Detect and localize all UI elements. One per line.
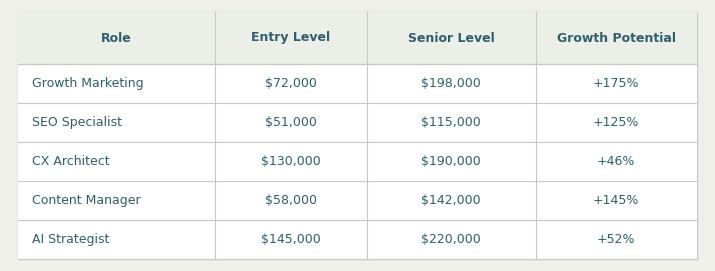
Text: $198,000: $198,000 xyxy=(421,77,481,90)
Text: +175%: +175% xyxy=(593,77,639,90)
Bar xyxy=(18,12,697,64)
Bar xyxy=(18,103,697,142)
Text: $72,000: $72,000 xyxy=(265,77,317,90)
Text: Growth Marketing: Growth Marketing xyxy=(32,77,144,90)
Text: $220,000: $220,000 xyxy=(421,233,481,246)
Bar xyxy=(18,220,697,259)
Text: Entry Level: Entry Level xyxy=(251,31,330,44)
Text: Content Manager: Content Manager xyxy=(32,194,141,207)
Text: $142,000: $142,000 xyxy=(421,194,481,207)
Text: AI Strategist: AI Strategist xyxy=(32,233,109,246)
Bar xyxy=(18,181,697,220)
Text: Role: Role xyxy=(101,31,132,44)
Text: Senior Level: Senior Level xyxy=(408,31,494,44)
Text: +125%: +125% xyxy=(593,116,639,129)
Text: SEO Specialist: SEO Specialist xyxy=(32,116,122,129)
Text: CX Architect: CX Architect xyxy=(32,155,109,168)
Bar xyxy=(18,142,697,181)
Text: $130,000: $130,000 xyxy=(261,155,320,168)
Bar xyxy=(18,64,697,103)
Text: $51,000: $51,000 xyxy=(265,116,317,129)
Text: $115,000: $115,000 xyxy=(421,116,481,129)
Text: +145%: +145% xyxy=(593,194,639,207)
Text: $58,000: $58,000 xyxy=(265,194,317,207)
Text: Growth Potential: Growth Potential xyxy=(557,31,676,44)
Text: +52%: +52% xyxy=(597,233,636,246)
Text: $190,000: $190,000 xyxy=(421,155,481,168)
Text: $145,000: $145,000 xyxy=(261,233,320,246)
Text: +46%: +46% xyxy=(597,155,636,168)
